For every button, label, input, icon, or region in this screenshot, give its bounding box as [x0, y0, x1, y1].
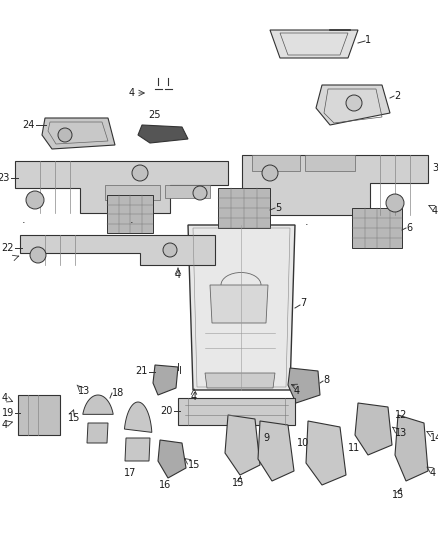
- Text: 8: 8: [323, 375, 329, 385]
- Circle shape: [346, 95, 362, 111]
- Circle shape: [58, 128, 72, 142]
- Text: 23: 23: [0, 173, 10, 183]
- Text: 18: 18: [112, 388, 124, 398]
- Text: ·: ·: [130, 218, 134, 228]
- Text: 24: 24: [23, 120, 35, 130]
- Polygon shape: [138, 125, 188, 143]
- Text: 7: 7: [300, 298, 306, 308]
- Polygon shape: [352, 208, 402, 248]
- Text: 9: 9: [263, 433, 269, 443]
- Text: 22: 22: [1, 243, 14, 253]
- Text: 2: 2: [394, 91, 400, 101]
- Polygon shape: [107, 195, 153, 233]
- Polygon shape: [252, 155, 300, 171]
- Polygon shape: [178, 398, 295, 425]
- Text: 5: 5: [275, 203, 281, 213]
- Polygon shape: [218, 188, 270, 228]
- Text: 6: 6: [406, 223, 412, 233]
- Polygon shape: [316, 85, 390, 125]
- Text: 10: 10: [297, 438, 309, 448]
- Text: 14: 14: [430, 433, 438, 443]
- Text: ·: ·: [305, 220, 309, 230]
- Polygon shape: [105, 185, 160, 200]
- Circle shape: [163, 243, 177, 257]
- Polygon shape: [258, 421, 294, 481]
- Text: 13: 13: [395, 428, 407, 438]
- Polygon shape: [395, 415, 428, 481]
- Polygon shape: [210, 285, 268, 323]
- Polygon shape: [306, 421, 346, 485]
- Polygon shape: [15, 161, 228, 213]
- Text: 4: 4: [2, 420, 8, 430]
- Polygon shape: [87, 423, 108, 443]
- Text: 4: 4: [129, 88, 135, 98]
- Text: 12: 12: [395, 410, 407, 420]
- Circle shape: [132, 165, 148, 181]
- Polygon shape: [158, 440, 186, 478]
- Text: 4: 4: [294, 386, 300, 396]
- Polygon shape: [205, 373, 275, 388]
- Polygon shape: [225, 415, 260, 475]
- Polygon shape: [18, 395, 60, 435]
- Text: 15: 15: [188, 460, 200, 470]
- Polygon shape: [288, 368, 320, 403]
- Circle shape: [262, 165, 278, 181]
- Polygon shape: [125, 438, 150, 461]
- Text: 25: 25: [148, 110, 160, 120]
- Text: 4: 4: [175, 270, 181, 280]
- Text: 4: 4: [432, 206, 438, 216]
- Text: 11: 11: [348, 443, 360, 453]
- Text: 17: 17: [124, 468, 136, 478]
- Text: 1: 1: [365, 35, 371, 45]
- Text: 4: 4: [2, 393, 8, 403]
- Text: 4: 4: [191, 392, 197, 402]
- Circle shape: [30, 247, 46, 263]
- Polygon shape: [83, 395, 113, 414]
- Text: 4: 4: [430, 468, 436, 478]
- Circle shape: [26, 191, 44, 209]
- Circle shape: [386, 194, 404, 212]
- Polygon shape: [20, 235, 215, 265]
- Polygon shape: [124, 402, 152, 432]
- Polygon shape: [242, 155, 428, 215]
- Polygon shape: [355, 403, 392, 455]
- Polygon shape: [165, 185, 210, 198]
- Text: 21: 21: [136, 366, 148, 376]
- Text: 16: 16: [159, 480, 171, 490]
- Text: 15: 15: [68, 413, 81, 423]
- Text: 20: 20: [161, 406, 173, 416]
- Text: 15: 15: [392, 490, 404, 500]
- Polygon shape: [188, 225, 295, 390]
- Text: 19: 19: [2, 408, 14, 418]
- Polygon shape: [153, 365, 178, 395]
- Text: 3: 3: [432, 163, 438, 173]
- Polygon shape: [305, 155, 355, 171]
- Polygon shape: [42, 118, 115, 149]
- Text: 13: 13: [78, 386, 90, 396]
- Text: 15: 15: [232, 478, 244, 488]
- Text: ·: ·: [22, 218, 26, 228]
- Polygon shape: [270, 30, 358, 58]
- Circle shape: [193, 186, 207, 200]
